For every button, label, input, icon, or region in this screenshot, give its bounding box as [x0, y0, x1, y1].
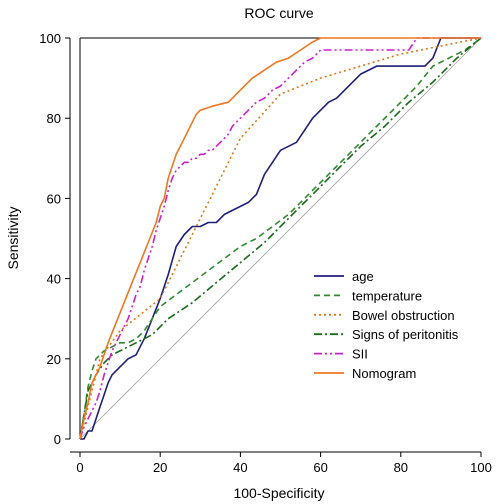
legend-label-bowel-obstruction: Bowel obstruction: [352, 308, 455, 323]
series-line-bowel-obstruction: [79, 37, 482, 440]
series-line-sii: [79, 37, 481, 440]
x-tick-label: 40: [233, 460, 247, 475]
y-tick-label: 0: [54, 432, 61, 447]
series-line-temperature: [79, 37, 482, 440]
series-line-signs-of-peritonitis: [79, 37, 482, 440]
y-tick-label: 100: [39, 31, 61, 46]
x-axis-label: 100-Specificity: [233, 485, 324, 501]
reference-line: [79, 37, 482, 440]
series-group: [79, 37, 482, 440]
y-tick-label: 20: [47, 352, 61, 367]
legend-label-temperature: temperature: [352, 288, 422, 303]
chart-title: ROC curve: [244, 5, 313, 21]
y-axis-label: Sensitivity: [5, 206, 21, 269]
series-line-age: [80, 37, 481, 440]
diagonal-line: [79, 37, 482, 440]
legend-label-signs-of-peritonitis: Signs of peritonitis: [352, 327, 459, 342]
series-line-nomogram: [79, 37, 481, 440]
axes: 0 20 40 60 80 100 0 20 40 60 80 100: [39, 31, 492, 475]
x-tick-label: 60: [313, 460, 327, 475]
legend: age temperature Bowel obstruction Signs of …: [314, 269, 459, 381]
y-tick-label: 60: [47, 191, 61, 206]
legend-label-sii: SII: [352, 347, 368, 362]
legend-label-nomogram: Nomogram: [352, 366, 416, 381]
legend-label-age: age: [352, 269, 374, 284]
x-tick-label: 80: [394, 460, 408, 475]
y-tick-label: 80: [47, 111, 61, 126]
y-tick-label: 40: [47, 272, 61, 287]
x-tick-label: 20: [153, 460, 167, 475]
x-tick-label: 0: [76, 460, 83, 475]
x-tick-label: 100: [470, 460, 492, 475]
